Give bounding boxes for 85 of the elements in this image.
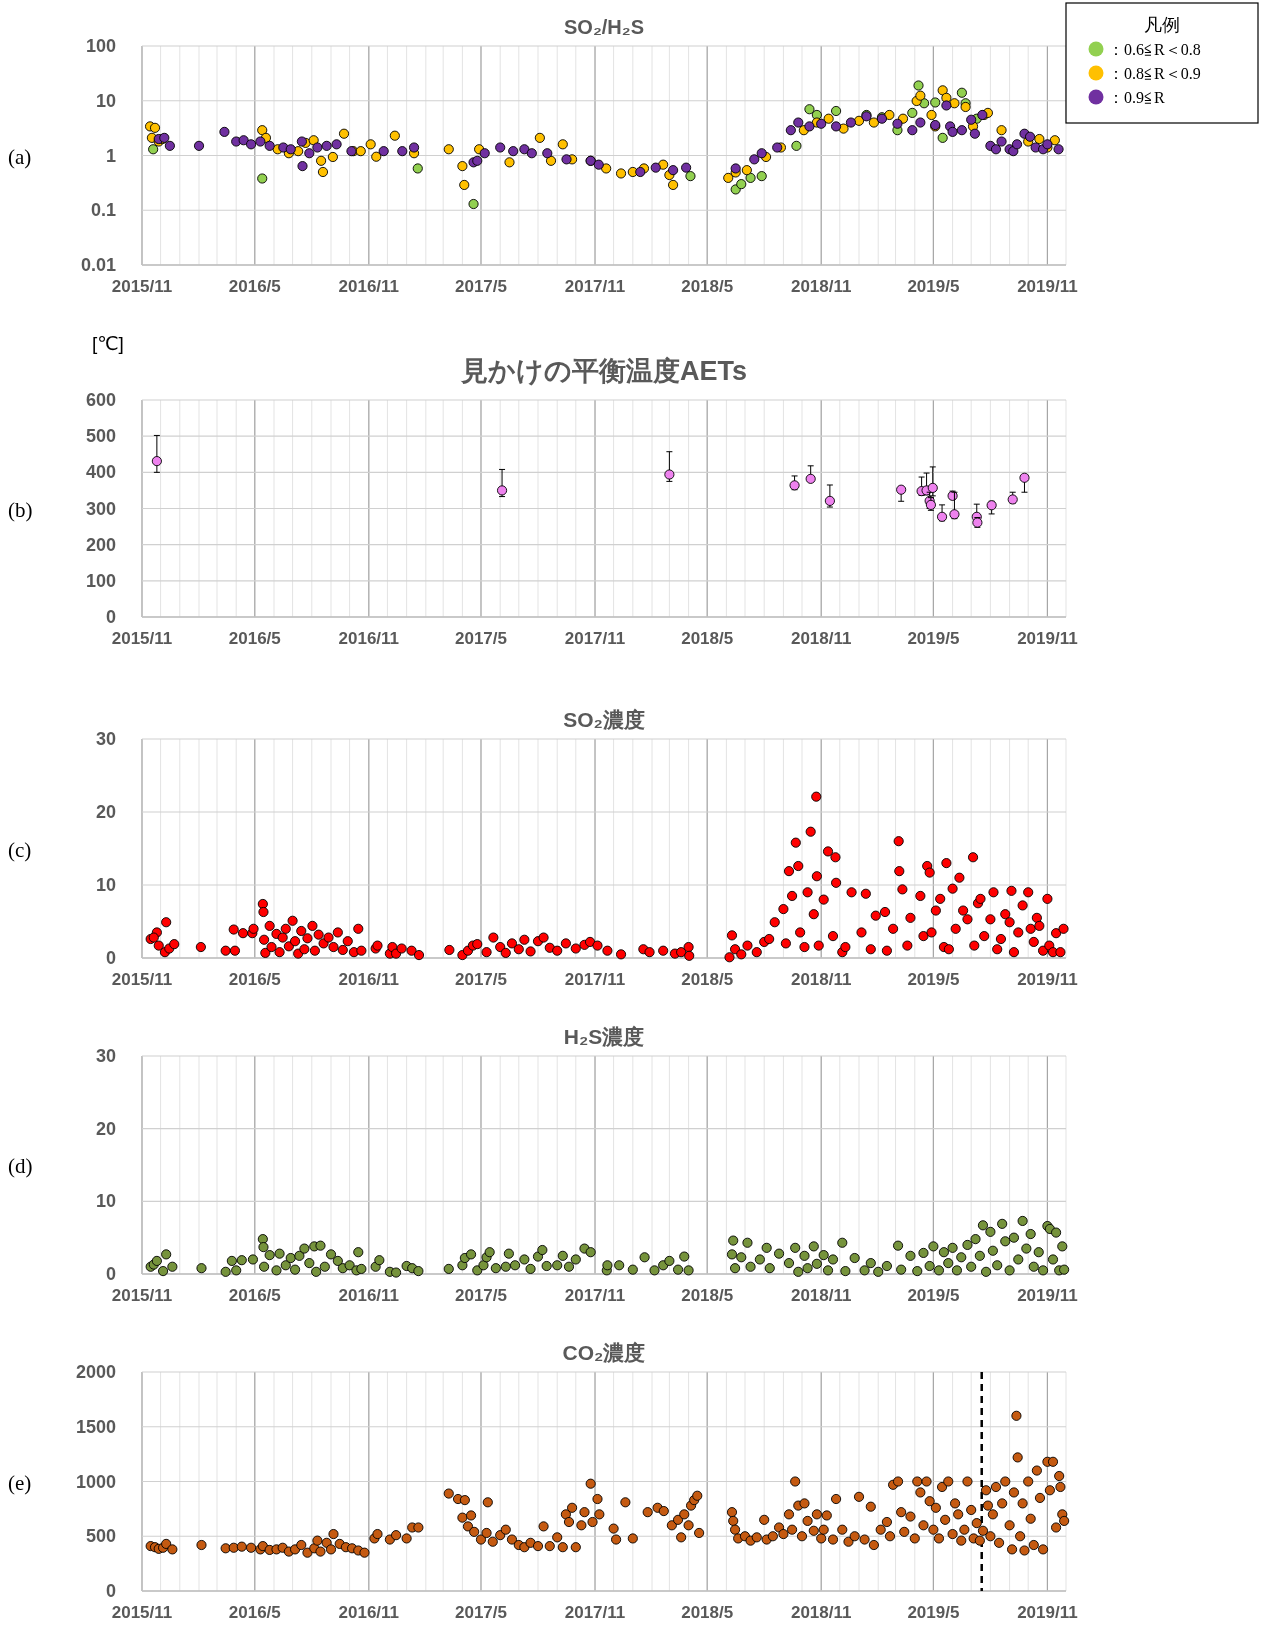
x-tick-label: 2015/11 <box>111 970 173 989</box>
y-tick-label: 30 <box>95 1046 116 1066</box>
x-tick-label: 2018/5 <box>681 1603 734 1622</box>
chart-title: CO₂濃度 <box>562 1341 646 1364</box>
y-tick-label: 0 <box>105 1581 116 1601</box>
x-tick-label: 2019/5 <box>907 277 960 296</box>
y-tick-label: 600 <box>85 390 116 410</box>
x-tick-label: 2019/5 <box>907 970 960 989</box>
x-tick-label: 2017/5 <box>454 277 507 296</box>
y-tick-label: 20 <box>95 802 116 822</box>
y-tick-label: 10 <box>95 875 116 895</box>
x-tick-label: 2019/11 <box>1017 629 1078 648</box>
y-axis-title: [℃] <box>92 333 124 354</box>
x-tick-label: 2016/5 <box>228 277 281 296</box>
y-tick-label: 500 <box>85 426 116 447</box>
x-tick-label: 2015/11 <box>111 629 173 648</box>
legend-label: ：0.8≦R＜0.9 <box>1108 65 1201 82</box>
x-tick-label: 2019/11 <box>1017 277 1078 296</box>
y-tick-label: 500 <box>85 1526 116 1547</box>
legend-label: ：0.9≦R <box>1108 89 1165 106</box>
x-tick-label: 2016/5 <box>228 1286 281 1305</box>
y-tick-label: 10 <box>95 1191 116 1212</box>
x-tick-label: 2015/11 <box>111 277 173 296</box>
y-tick-label: 0 <box>105 948 116 968</box>
x-tick-label: 2016/5 <box>228 1603 281 1622</box>
x-tick-label: 2017/11 <box>564 1286 626 1305</box>
y-tick-label: 1 <box>105 145 116 166</box>
y-tick-label: 0 <box>105 1264 116 1284</box>
legend-label: ：0.6≦R＜0.8 <box>1108 41 1201 58</box>
x-tick-label: 2016/5 <box>228 970 281 989</box>
x-tick-label: 2019/11 <box>1017 1603 1078 1622</box>
text: (e) <box>8 1470 32 1495</box>
y-tick-label: 200 <box>85 534 116 555</box>
y-tick-label: 1000 <box>75 1471 116 1492</box>
y-tick-label: 10 <box>95 90 116 111</box>
x-tick-label: 2017/5 <box>454 1603 507 1622</box>
y-tick-label: 20 <box>95 1118 116 1139</box>
x-tick-label: 2018/11 <box>790 970 852 989</box>
y-tick-label: 1500 <box>75 1416 116 1437</box>
x-tick-label: 2017/5 <box>454 970 507 989</box>
x-tick-label: 2018/5 <box>681 970 734 989</box>
x-tick-label: 2015/11 <box>111 1603 173 1622</box>
x-tick-label: 2018/11 <box>790 277 852 296</box>
x-tick-label: 2016/5 <box>228 629 281 648</box>
x-tick-label: 2018/5 <box>681 1286 734 1305</box>
x-tick-label: 2019/11 <box>1017 970 1078 989</box>
text: (d) <box>8 1154 33 1178</box>
x-tick-label: 2018/11 <box>790 1286 852 1305</box>
x-tick-label: 2016/11 <box>338 970 400 989</box>
chart-title: SO₂濃度 <box>563 708 645 731</box>
y-tick-label: 2000 <box>75 1362 116 1382</box>
x-tick-label: 2015/11 <box>111 1286 173 1305</box>
x-tick-label: 2018/5 <box>681 629 734 648</box>
x-tick-label: 2019/11 <box>1017 1286 1078 1305</box>
text: (c) <box>8 837 32 862</box>
x-tick-label: 2019/5 <box>907 629 960 648</box>
legend-title: 凡例 <box>1144 15 1180 35</box>
y-tick-label: 0.1 <box>90 200 116 221</box>
x-tick-label: 2017/5 <box>454 629 507 648</box>
x-tick-label: 2017/11 <box>564 277 626 296</box>
x-tick-label: 2017/11 <box>564 629 626 648</box>
text: (b) <box>8 497 33 522</box>
y-tick-label: 300 <box>85 498 116 519</box>
chart-title: SO₂/H₂S <box>563 16 645 38</box>
x-tick-label: 2018/11 <box>790 1603 852 1622</box>
y-tick-label: 0 <box>105 607 116 627</box>
x-tick-label: 2018/5 <box>681 277 734 296</box>
x-tick-label: 2017/11 <box>564 1603 626 1622</box>
x-tick-label: 2016/11 <box>338 1286 400 1305</box>
chart-title: H₂S濃度 <box>563 1025 645 1048</box>
y-tick-label: 100 <box>85 36 116 56</box>
chart-title: 見かけの平衡温度AETs <box>459 356 748 386</box>
y-tick-label: 0.01 <box>80 255 116 275</box>
x-tick-label: 2017/5 <box>454 1286 507 1305</box>
x-tick-label: 2019/5 <box>907 1603 960 1622</box>
y-tick-label: 100 <box>85 570 116 591</box>
x-tick-label: 2016/11 <box>338 1603 400 1622</box>
y-tick-label: 400 <box>85 462 116 483</box>
y-tick-label: 30 <box>95 729 116 749</box>
x-tick-label: 2017/11 <box>564 970 626 989</box>
x-tick-label: 2019/5 <box>907 1286 960 1305</box>
text: (a) <box>8 144 32 169</box>
x-tick-label: 2016/11 <box>338 629 400 648</box>
x-tick-label: 2016/11 <box>338 277 400 296</box>
x-tick-label: 2018/11 <box>790 629 852 648</box>
